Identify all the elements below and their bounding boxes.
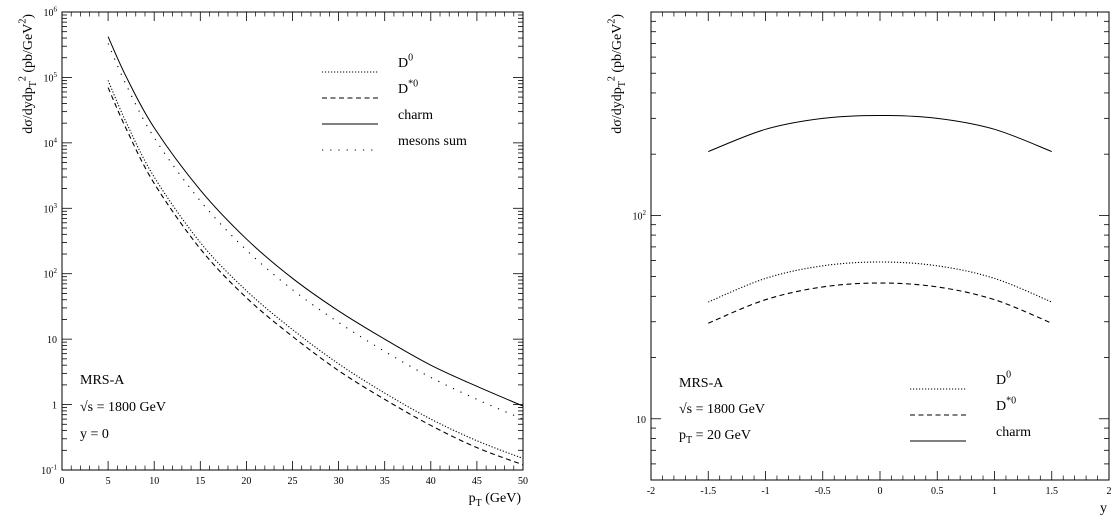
y-tick-label: 1 <box>52 401 57 412</box>
y-axis-label: dσ/dydpT2 (pb/GeV2) <box>18 14 40 134</box>
chart-2: -2 -1.5 -1 -0.5 0 0.5 1 1.5 2 10 102​ y dσ/dydpT2 (p… <box>607 11 1112 516</box>
x-tick-label: 35 <box>380 476 390 487</box>
chart-1: 0 5 10 15 20 25 30 35 40 45 50 10-1​ 1 10 102​ 103​ 104​… <box>18 6 528 510</box>
annotation-text: y = 0 <box>80 427 109 442</box>
x-tick-label: 40 <box>426 476 436 487</box>
x-axis-label: y <box>1100 501 1107 516</box>
x-tick-label: 0 <box>60 476 65 487</box>
x-tick-label: 50 <box>518 476 528 487</box>
legend-label: D*0​ <box>398 79 418 97</box>
x-tick-label: 25 <box>288 476 298 487</box>
y-tick-label: 102​ <box>633 209 647 223</box>
x-axis-label: pT (GeV) <box>469 491 522 509</box>
x-tick-label: 5 <box>106 476 111 487</box>
x-tick-label: 15 <box>195 476 205 487</box>
x-tick-label: 20 <box>241 476 251 487</box>
y-tick-label: 10 <box>47 335 57 346</box>
legend-label: charm <box>996 425 1031 440</box>
x-tick-label: 10 <box>149 476 159 487</box>
series-line-charm <box>708 114 1052 153</box>
x-tick-label: 1.5 <box>1046 486 1059 497</box>
x-tick-label: 2 <box>1107 486 1112 497</box>
series-line-d-0 <box>708 282 1052 324</box>
x-tick-label: -1 <box>761 486 769 497</box>
x-tick-label: -1.5 <box>700 486 716 497</box>
annotation-text: √s = 1800 GeV <box>80 400 166 415</box>
y-axis-label: dσ/dydpT2 (pb/GeV2) <box>607 14 629 134</box>
series-line-mesons-sum <box>107 43 524 420</box>
x-tick-label: -2 <box>647 486 655 497</box>
annotation-text: MRS-A <box>80 373 125 388</box>
y-tick-label: 10-1​ <box>41 464 57 478</box>
x-tick-label: 45 <box>472 476 482 487</box>
legend-label: D*0​ <box>996 396 1016 414</box>
y-tick-label: 103​ <box>44 202 58 216</box>
annotation-text: √s = 1800 GeV <box>679 402 765 417</box>
x-tick-label: -0.5 <box>815 486 831 497</box>
legend-label: D0​ <box>996 370 1011 388</box>
y-tick-label: 102​ <box>44 267 58 281</box>
legend-label: D0​ <box>398 53 413 71</box>
legend-label: charm <box>398 108 433 123</box>
series-line-d-0 <box>708 261 1052 303</box>
x-tick-label: 0.5 <box>931 486 944 497</box>
x-tick-label: 1 <box>992 486 997 497</box>
y-tick-label: 104​ <box>44 136 58 150</box>
y-tick-label: 105​ <box>44 71 58 85</box>
annotation-text: pT = 20 GeV <box>679 428 751 446</box>
legend-label: mesons sum <box>398 134 467 149</box>
y-tick-label: 106​ <box>44 6 58 20</box>
series-line-d-0 <box>107 80 524 459</box>
series-line-charm <box>107 36 524 407</box>
y-tick-label: 10 <box>636 415 646 426</box>
x-tick-label: 30 <box>334 476 344 487</box>
series-line-d-0 <box>107 87 524 466</box>
x-tick-label: 0 <box>878 486 883 497</box>
annotation-text: MRS-A <box>679 376 724 391</box>
